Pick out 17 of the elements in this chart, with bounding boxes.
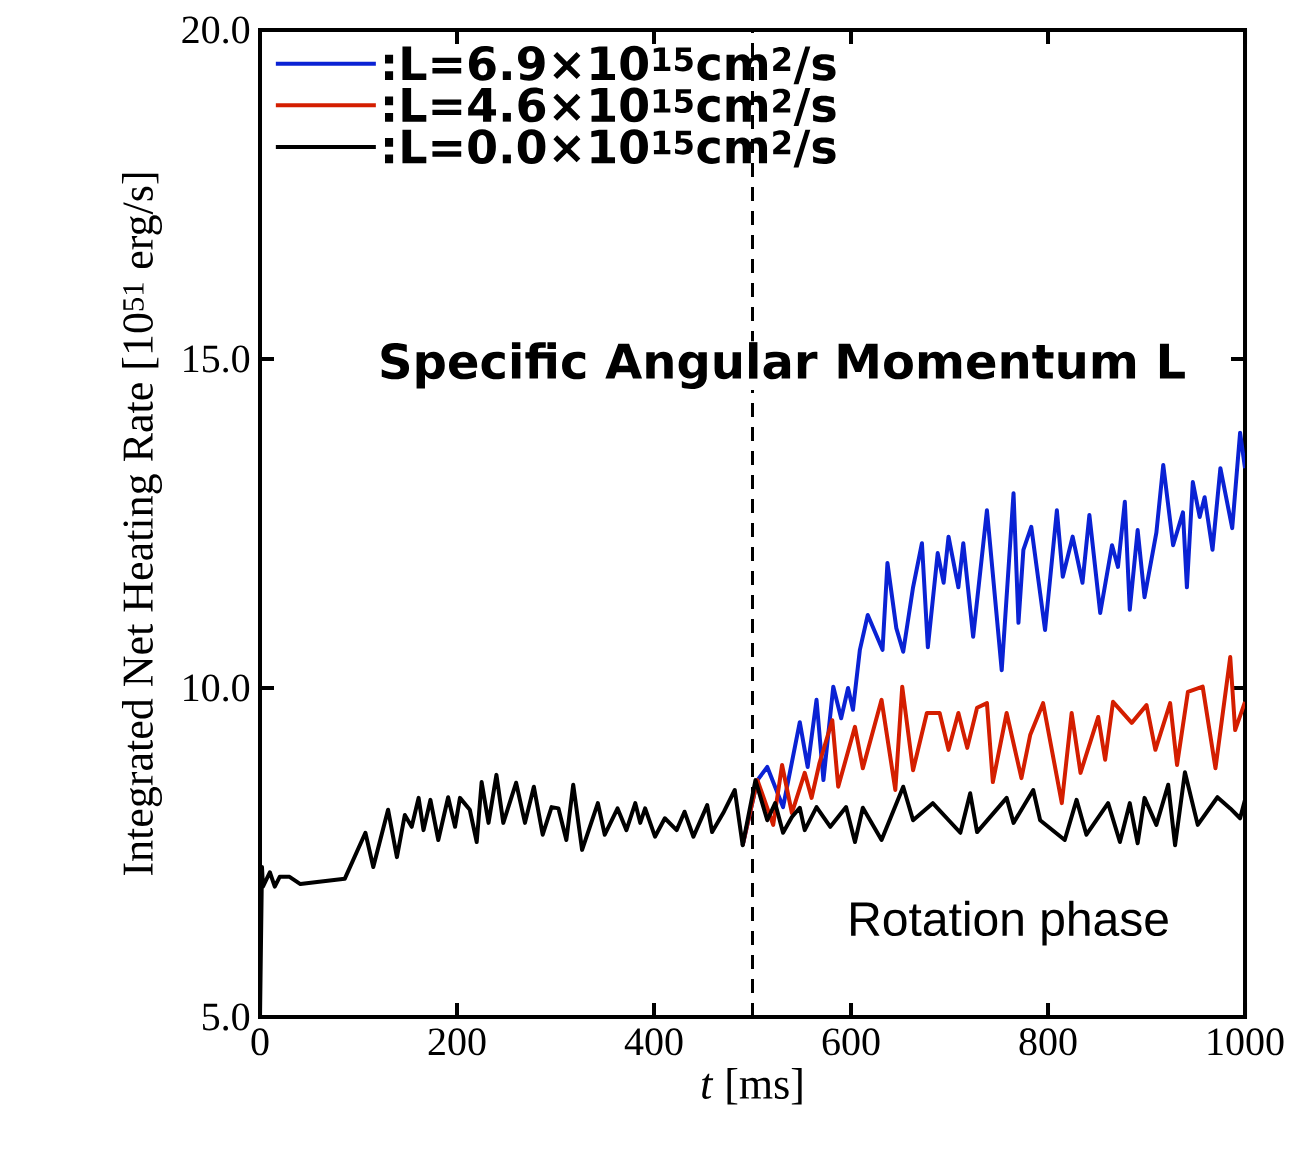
y-tick-label: 15.0 bbox=[184, 345, 250, 373]
legend-label: :L=0.0×10$^{15}$cm$^{2}$/s bbox=[384, 129, 836, 168]
x-tick-label: 200 bbox=[428, 1028, 486, 1056]
y-tick-label: 20.0 bbox=[182, 16, 250, 44]
x-tick-label: 400 bbox=[624, 1028, 683, 1056]
x-tick-label: 0 bbox=[251, 1028, 269, 1056]
x-axis-title: t [ms] bbox=[702, 1068, 802, 1105]
y-axis-title: Integrated Net Heating Rate [10$^{51}$ erg/s] bbox=[121, 173, 162, 875]
y-tick-label: 10.0 bbox=[184, 674, 250, 702]
x-tick-label: 800 bbox=[1019, 1028, 1077, 1056]
legend-label: :L=4.6×10$^{15}$cm$^{2}$/s bbox=[384, 87, 836, 126]
y-tick-label: 5.0 bbox=[202, 1003, 250, 1031]
x-tick-label: 1000 bbox=[1208, 1028, 1284, 1056]
legend-label: :L=6.9×10$^{15}$cm$^{2}$/s bbox=[384, 45, 836, 85]
annotation: Rotation phase bbox=[851, 900, 1168, 946]
annotation: Specific Angular Momentum L bbox=[381, 342, 1185, 389]
x-tick-label: 600 bbox=[822, 1028, 880, 1056]
